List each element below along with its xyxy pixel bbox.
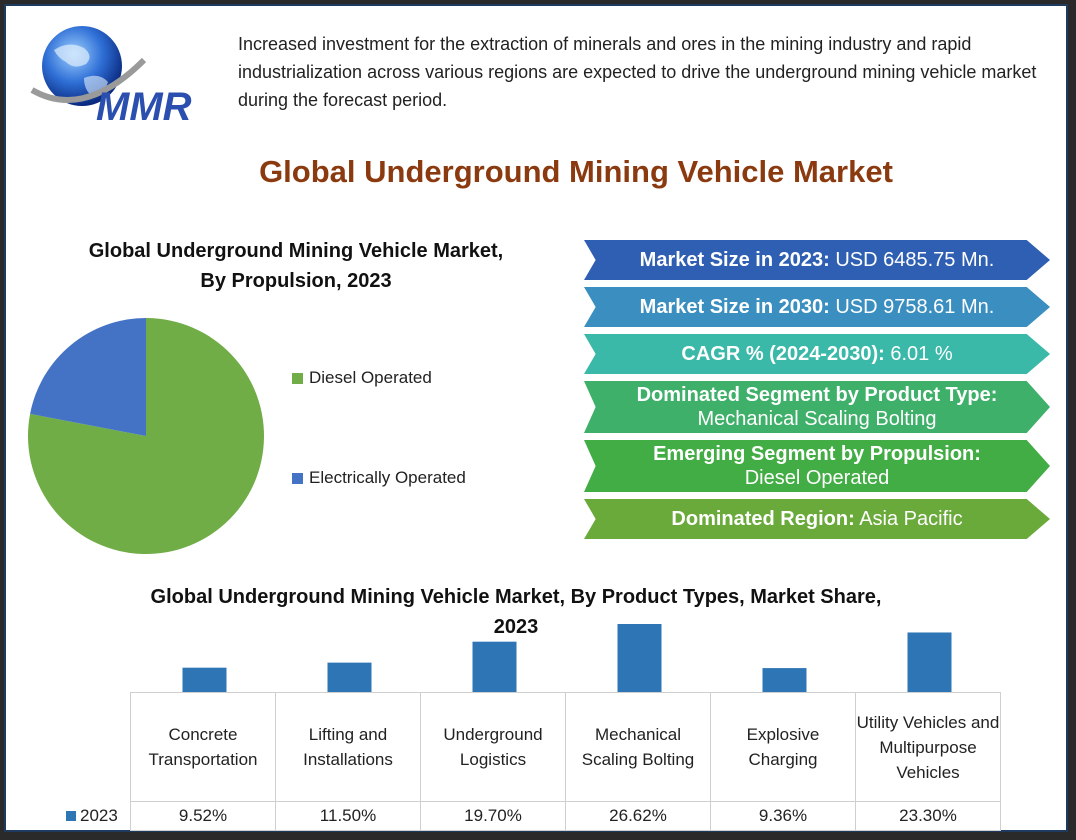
stat-emerging-segment: Emerging Segment by Propulsion: Diesel O… <box>584 440 1050 492</box>
legend-swatch-electric <box>292 472 303 484</box>
stat-label: Emerging Segment by Propulsion: <box>653 443 981 465</box>
table-value-cell: 11.50% <box>275 801 421 831</box>
stat-value: 6.01 % <box>890 342 953 365</box>
stat-label: Market Size in 2023: <box>639 248 830 271</box>
legend-label-diesel: Diesel Operated <box>309 368 432 387</box>
table-value-cell: 9.52% <box>130 801 276 831</box>
stat-value: Mechanical Scaling Bolting <box>697 408 937 430</box>
key-stats-list: Market Size in 2023: USD 6485.75 Mn. Mar… <box>584 240 1054 546</box>
stat-label: Dominated Region: <box>671 507 855 530</box>
bar-5 <box>907 632 952 692</box>
infographic-frame: MMR Increased investment for the extract… <box>4 4 1068 832</box>
table-row: 2023 9.52% 11.50% 19.70% 26.62% 9.36% 23… <box>60 801 1001 831</box>
stat-dominated-region: Dominated Region: Asia Pacific <box>584 499 1050 539</box>
stat-value: USD 6485.75 Mn. <box>835 248 995 271</box>
table-category-cell: Underground Logistics <box>420 692 566 802</box>
legend-label-electric: Electrically Operated <box>309 468 466 487</box>
bar-1 <box>327 662 372 692</box>
series-swatch <box>66 811 76 821</box>
legend-item-electric: Electrically Operated <box>292 468 466 488</box>
legend-item-diesel: Diesel Operated <box>292 368 432 388</box>
stat-value: Asia Pacific <box>859 507 963 530</box>
stat-market-size-2030: Market Size in 2030: USD 9758.61 Mn. <box>584 287 1050 327</box>
stat-value: USD 9758.61 Mn. <box>835 295 995 318</box>
stat-dominated-segment: Dominated Segment by Product Type: Mecha… <box>584 381 1050 433</box>
legend-swatch-diesel <box>292 372 303 384</box>
mmr-logo: MMR <box>30 26 192 129</box>
bar-2 <box>472 641 517 692</box>
table-value-cell: 9.36% <box>710 801 856 831</box>
table-value-cell: 23.30% <box>855 801 1001 831</box>
bar-chart-title: Global Underground Mining Vehicle Market… <box>150 586 882 638</box>
globe-icon <box>30 26 147 106</box>
pie-chart-title: Global Underground Mining Vehicle Market… <box>88 240 504 292</box>
bar-chart-data-table: Concrete Transportation Lifting and Inst… <box>60 692 1001 831</box>
stat-cagr: CAGR % (2024-2030): 6.01 % <box>584 334 1050 374</box>
table-category-cell: Utility Vehicles and Multipurpose Vehicl… <box>855 692 1001 802</box>
bar-0 <box>182 667 227 692</box>
table-series-label: 2023 <box>60 802 131 831</box>
table-value-cell: 19.70% <box>420 801 566 831</box>
stat-value: Diesel Operated <box>744 467 890 489</box>
table-value-cell: 26.62% <box>565 801 711 831</box>
intro-text: Increased investment for the extraction … <box>238 34 1037 110</box>
bar-3 <box>617 624 662 692</box>
table-header-row: Concrete Transportation Lifting and Inst… <box>60 692 1001 802</box>
bar-chart <box>182 624 952 692</box>
series-name: 2023 <box>80 806 118 825</box>
stat-label: Market Size in 2030: <box>639 295 830 318</box>
page-title: Global Underground Mining Vehicle Market <box>259 154 893 189</box>
table-category-cell: Explosive Charging <box>710 692 856 802</box>
table-category-cell: Concrete Transportation <box>130 692 276 802</box>
table-category-cell: Lifting and Installations <box>275 692 421 802</box>
stat-market-size-2023: Market Size in 2023: USD 6485.75 Mn. <box>584 240 1050 280</box>
stat-label: CAGR % (2024-2030): <box>681 342 885 365</box>
table-corner <box>60 693 131 802</box>
bar-4 <box>762 668 807 692</box>
logo-text: MMR <box>96 85 192 129</box>
stat-label: Dominated Segment by Product Type: <box>636 384 998 406</box>
pie-slice-electrically-operated <box>30 318 146 436</box>
pie-chart <box>27 318 265 554</box>
table-category-cell: Mechanical Scaling Bolting <box>565 692 711 802</box>
